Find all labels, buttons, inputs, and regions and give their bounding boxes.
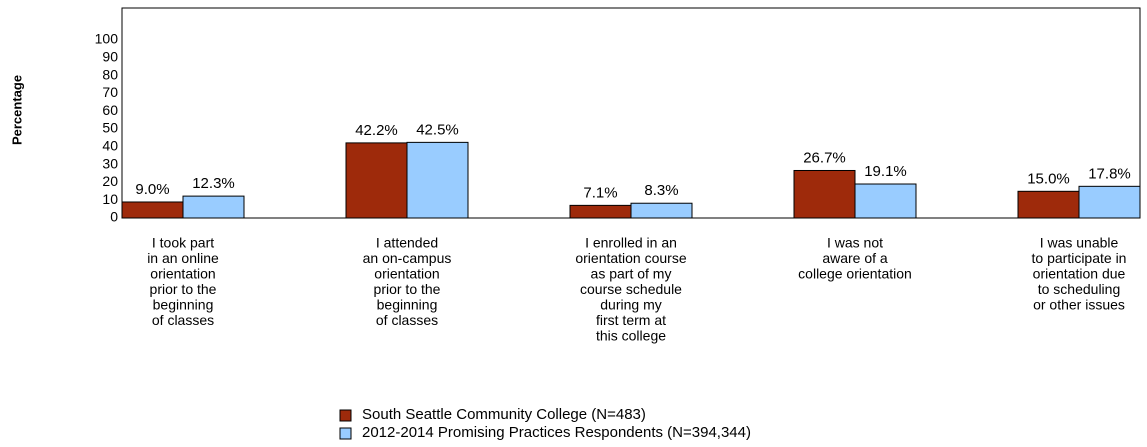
bar bbox=[345, 142, 408, 219]
data-label: 26.7% bbox=[803, 149, 846, 166]
bar bbox=[182, 195, 245, 219]
data-label: 15.0% bbox=[1027, 170, 1070, 187]
plot-frame bbox=[121, 7, 1141, 219]
x-tick-label: during my bbox=[600, 297, 661, 313]
data-label: 19.1% bbox=[864, 163, 907, 180]
data-label: 42.5% bbox=[416, 121, 459, 138]
bar bbox=[406, 141, 469, 219]
x-tick-label: I took part bbox=[152, 235, 214, 251]
data-label: 42.2% bbox=[355, 122, 398, 139]
x-tick-label: first term at bbox=[596, 312, 666, 328]
x-tick-label: orientation due bbox=[1033, 266, 1126, 282]
x-tick-label: college orientation bbox=[798, 266, 912, 282]
legend-swatch bbox=[339, 409, 352, 422]
bar bbox=[854, 183, 917, 219]
y-tick-label: 20 bbox=[102, 173, 118, 189]
y-tick-label: 50 bbox=[102, 120, 118, 136]
data-label: 9.0% bbox=[135, 181, 169, 198]
y-tick-label: 60 bbox=[102, 102, 118, 118]
data-label: 7.1% bbox=[583, 184, 617, 201]
y-tick-label: 90 bbox=[102, 49, 118, 65]
x-tick-label: of classes bbox=[376, 312, 438, 328]
bar bbox=[1017, 190, 1080, 219]
legend-label: South Seattle Community College (N=483) bbox=[362, 406, 646, 423]
x-tick-label: course schedule bbox=[580, 281, 682, 297]
x-tick-label: beginning bbox=[377, 297, 438, 313]
bar bbox=[1078, 185, 1141, 219]
y-tick-label: 0 bbox=[110, 209, 118, 225]
x-tick-label: to scheduling bbox=[1038, 281, 1121, 297]
x-tick-label: aware of a bbox=[822, 250, 888, 266]
y-axis-label: Percentage bbox=[9, 75, 24, 145]
bar bbox=[121, 201, 184, 219]
x-tick-label: I was unable bbox=[1040, 235, 1119, 251]
y-tick-label: 100 bbox=[95, 31, 119, 47]
y-tick-label: 40 bbox=[102, 138, 118, 154]
x-tick-label: an on-campus bbox=[363, 250, 452, 266]
x-tick-label: in an online bbox=[147, 250, 219, 266]
x-tick-label: I enrolled in an bbox=[585, 235, 677, 251]
y-tick-label: 10 bbox=[102, 191, 118, 207]
x-tick-label: orientation course bbox=[575, 250, 687, 266]
x-tick-label: or other issues bbox=[1033, 297, 1125, 313]
legend-swatch bbox=[339, 427, 352, 440]
bar bbox=[630, 202, 693, 219]
y-tick-label: 70 bbox=[102, 84, 118, 100]
x-tick-label: to participate in bbox=[1032, 250, 1127, 266]
y-tick-label: 80 bbox=[102, 66, 118, 82]
x-tick-label: I was not bbox=[827, 235, 883, 251]
x-tick-label: I attended bbox=[376, 235, 438, 251]
x-tick-label: beginning bbox=[153, 297, 214, 313]
data-label: 8.3% bbox=[644, 182, 678, 199]
bar bbox=[793, 169, 856, 219]
data-label: 17.8% bbox=[1088, 165, 1131, 182]
x-tick-label: orientation bbox=[150, 266, 215, 282]
y-tick-label: 30 bbox=[102, 155, 118, 171]
x-tick-label: of classes bbox=[152, 312, 214, 328]
data-label: 12.3% bbox=[192, 175, 235, 192]
x-tick-label: as part of my bbox=[591, 266, 672, 282]
x-tick-label: this college bbox=[596, 328, 666, 344]
x-tick-label: orientation bbox=[374, 266, 439, 282]
legend-label: 2012-2014 Promising Practices Respondent… bbox=[362, 424, 751, 441]
x-tick-label: prior to the bbox=[374, 281, 441, 297]
x-tick-label: prior to the bbox=[150, 281, 217, 297]
bar bbox=[569, 204, 632, 219]
